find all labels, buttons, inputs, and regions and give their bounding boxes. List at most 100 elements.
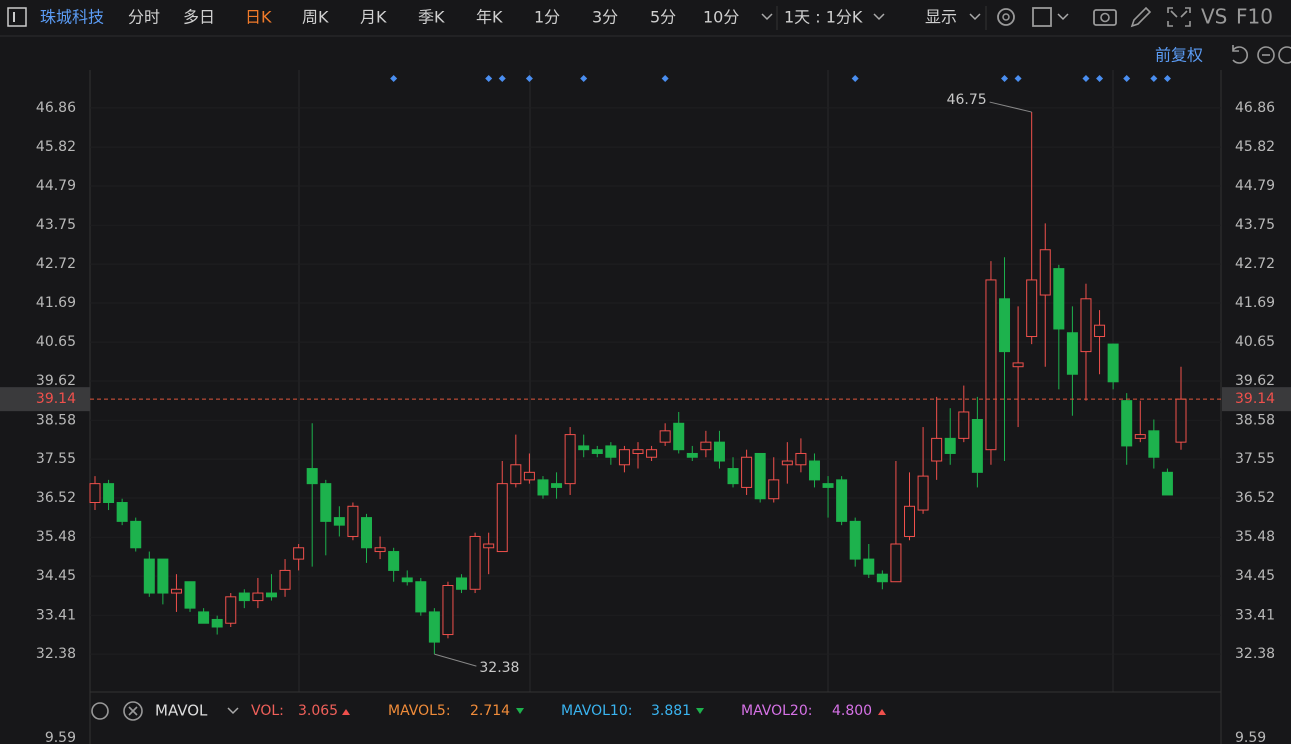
candle-body <box>265 592 277 598</box>
tab[interactable]: 1分 <box>534 8 560 27</box>
y-tick-label: 36.52 <box>1235 490 1275 506</box>
candle-body <box>1107 343 1119 383</box>
event-marker[interactable] <box>390 75 398 82</box>
candle-body <box>795 452 807 466</box>
candle-body <box>768 479 780 500</box>
tab[interactable]: 周K <box>302 8 329 27</box>
candle-body <box>713 441 725 462</box>
indicator-name[interactable]: MAVOL <box>155 702 208 720</box>
settings-icon[interactable] <box>997 8 1015 26</box>
y-tick-label: 32.38 <box>1235 646 1275 662</box>
y-tick-label: 43.75 <box>1235 217 1275 233</box>
volume-tick-label: 9.59 <box>45 730 76 744</box>
current-price-label: 39.14 <box>36 391 76 407</box>
candle-body <box>727 468 739 485</box>
y-tick-label: 41.69 <box>36 295 76 311</box>
candle-body <box>496 483 508 553</box>
display-menu[interactable]: 显示 <box>925 8 957 27</box>
adjust-mode[interactable]: 前复权 <box>1155 46 1203 65</box>
chevron[interactable] <box>761 13 773 21</box>
chevron[interactable] <box>969 13 981 21</box>
chevron[interactable] <box>227 707 239 715</box>
chevron[interactable] <box>1057 13 1069 21</box>
reset-icon[interactable] <box>1232 45 1248 64</box>
candle-body <box>388 551 400 571</box>
candle-body <box>252 592 264 602</box>
candle-body <box>1053 268 1065 330</box>
tab[interactable]: 年K <box>476 8 503 27</box>
candle-body <box>904 505 915 537</box>
y-tick-label: 40.65 <box>1235 334 1275 350</box>
event-marker[interactable] <box>1163 75 1171 82</box>
f10-button[interactable]: F10 <box>1236 5 1273 29</box>
indicator-close[interactable] <box>123 701 143 721</box>
event-marker[interactable] <box>485 75 493 82</box>
y-tick-label: 45.82 <box>36 139 76 155</box>
mavol10-value: 3.881 <box>651 703 691 719</box>
event-marker[interactable] <box>661 75 669 82</box>
camera-icon[interactable] <box>1093 9 1117 26</box>
camera-lens <box>1100 12 1110 23</box>
pencil-icon[interactable] <box>1130 6 1152 28</box>
tab[interactable]: 10分 <box>703 8 739 27</box>
event-marker[interactable] <box>1082 75 1090 82</box>
price-tag <box>1222 387 1291 412</box>
y-tick-label: 36.52 <box>36 490 76 506</box>
candle-body <box>863 558 875 575</box>
box-icon[interactable] <box>1032 7 1052 27</box>
vs-button[interactable]: VS <box>1201 5 1227 29</box>
candle-body <box>686 452 698 458</box>
candle-body <box>537 479 549 496</box>
event-marker[interactable] <box>1014 75 1022 82</box>
candle-body <box>1066 332 1078 375</box>
y-tick-label: 44.79 <box>1235 178 1275 194</box>
leader-line <box>434 653 477 667</box>
indicator-close-x <box>128 706 138 716</box>
y-tick-label: 33.41 <box>36 607 76 623</box>
leader-line <box>989 101 1032 113</box>
expand-icon[interactable] <box>1167 7 1191 27</box>
y-tick-label: 44.79 <box>36 178 76 194</box>
candle-body <box>510 464 522 485</box>
candle-body <box>849 520 861 560</box>
tab[interactable]: 5分 <box>650 8 676 27</box>
tab[interactable]: 日K <box>245 8 272 27</box>
event-marker[interactable] <box>1001 75 1009 82</box>
tab[interactable]: 月K <box>360 8 387 27</box>
candle-body <box>1080 298 1092 353</box>
event-marker[interactable] <box>1150 75 1158 82</box>
zoom-out-icon[interactable] <box>1257 46 1275 64</box>
zoom-in-icon[interactable] <box>1278 46 1291 64</box>
event-marker[interactable] <box>1096 75 1104 82</box>
stock-name[interactable]: 珠城科技 <box>40 8 104 27</box>
event-marker[interactable] <box>525 75 533 82</box>
candle-body <box>361 517 372 549</box>
candle-body <box>971 419 983 473</box>
event-marker[interactable] <box>1123 75 1131 82</box>
up-arrow <box>878 709 886 715</box>
candle-body <box>646 449 658 458</box>
mavol10-label: MAVOL10: <box>561 703 632 719</box>
candle-body <box>238 592 250 602</box>
y-tick-label: 32.38 <box>36 646 76 662</box>
y-tick-label: 41.69 <box>1235 295 1275 311</box>
tab[interactable]: 分时 <box>128 8 160 27</box>
tab[interactable]: 3分 <box>592 8 618 27</box>
down-arrow <box>516 708 524 714</box>
event-marker[interactable] <box>580 75 588 82</box>
tab[interactable]: 多日 <box>183 8 215 27</box>
chevron[interactable] <box>873 13 885 21</box>
event-marker[interactable] <box>498 75 506 82</box>
candle-body <box>428 611 440 643</box>
candle-body <box>374 547 386 553</box>
candle-body <box>944 437 956 454</box>
period-select[interactable]: 1天 : 1分K <box>784 8 863 27</box>
indicator-settings[interactable] <box>91 702 109 720</box>
candle-body <box>999 298 1011 353</box>
tab[interactable]: 季K <box>418 8 445 27</box>
event-marker[interactable] <box>851 75 859 82</box>
panel-icon[interactable] <box>7 7 27 27</box>
y-tick-label: 37.55 <box>1235 451 1275 467</box>
candle-body <box>1026 279 1038 338</box>
